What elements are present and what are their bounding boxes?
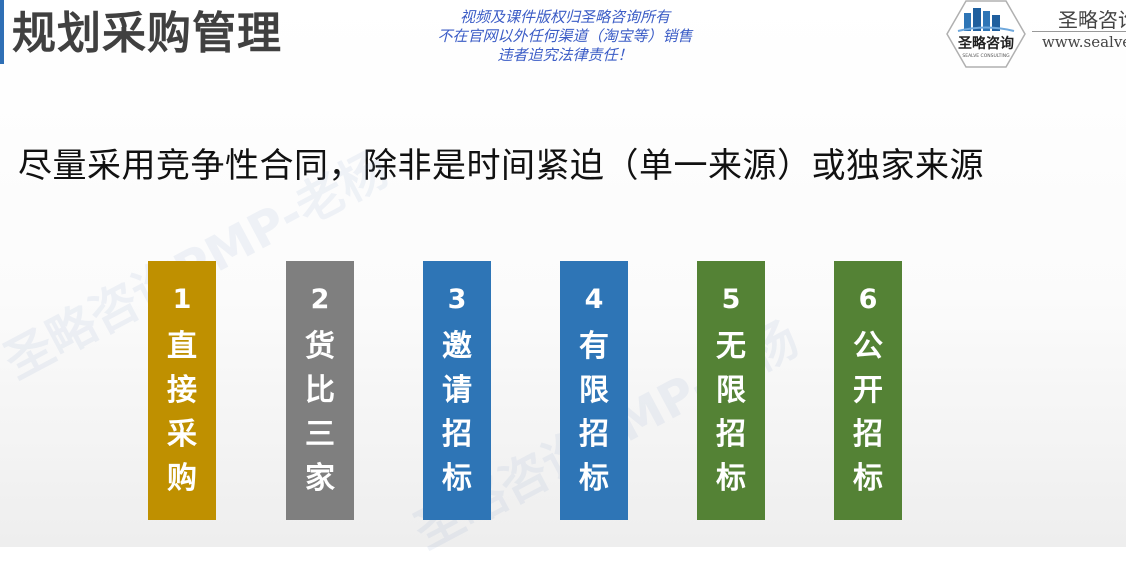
card-char: 货: [305, 329, 335, 364]
copyright-line-3: 违者追究法律责任！: [497, 46, 633, 64]
card-char: 采: [167, 417, 197, 452]
logo-subtext: SEALVE CONSULTING: [962, 53, 1010, 59]
card-char: 招: [442, 417, 472, 452]
card-char: 开: [853, 373, 883, 408]
brand-name: 圣略咨询: [1058, 8, 1126, 32]
card-char: 购: [167, 461, 197, 496]
card-2: 2 货 比 三 家: [286, 261, 354, 520]
copyright-notice: 视频及课件版权归圣略咨询所有 不在官网以外任何渠道（淘宝等）销售 违者追究法律责…: [395, 8, 735, 65]
card-number: 2: [310, 284, 330, 315]
card-char: 无: [716, 329, 746, 364]
card-char: 招: [579, 417, 609, 452]
card-char: 标: [853, 461, 883, 496]
title-accent-bar: [0, 0, 4, 64]
card-4: 4 有 限 招 标: [560, 261, 628, 520]
card-char: 标: [716, 461, 746, 496]
card-char: 比: [305, 373, 335, 408]
card-char: 公: [853, 329, 883, 364]
card-char: 请: [442, 373, 472, 408]
card-number: 4: [584, 284, 604, 315]
logo-text: 圣略咨询: [957, 35, 1014, 52]
copyright-line-2: 不在官网以外任何渠道（淘宝等）销售: [437, 27, 693, 45]
copyright-line-1: 视频及课件版权归圣略咨询所有: [459, 8, 670, 26]
subtitle: 尽量采用竞争性合同，除非是时间紧迫（单一来源）或独家来源: [18, 146, 984, 186]
card-char: 接: [167, 373, 197, 408]
card-number: 6: [858, 284, 878, 315]
card-char: 限: [716, 373, 746, 408]
card-char: 三: [305, 417, 335, 452]
brand-logo: 圣略咨询 SEALVE CONSULTING: [946, 0, 1026, 68]
card-number: 1: [172, 284, 192, 315]
card-char: 限: [579, 373, 609, 408]
card-char: 有: [579, 329, 609, 364]
card-number: 3: [447, 284, 467, 315]
brand-url: www.sealve: [1042, 33, 1126, 51]
card-char: 招: [853, 417, 883, 452]
card-5: 5 无 限 招 标: [697, 261, 765, 520]
card-char: 直: [167, 329, 197, 364]
card-3: 3 邀 请 招 标: [423, 261, 491, 520]
card-number: 5: [721, 284, 741, 315]
card-char: 标: [442, 461, 472, 496]
brand-divider: [1032, 31, 1126, 32]
card-char: 邀: [442, 329, 472, 364]
card-char: 家: [305, 461, 335, 496]
card-6: 6 公 开 招 标: [834, 261, 902, 520]
card-1: 1 直 接 采 购: [148, 261, 216, 520]
card-char: 标: [579, 461, 609, 496]
card-char: 招: [716, 417, 746, 452]
page-title: 规划采购管理: [12, 8, 282, 59]
